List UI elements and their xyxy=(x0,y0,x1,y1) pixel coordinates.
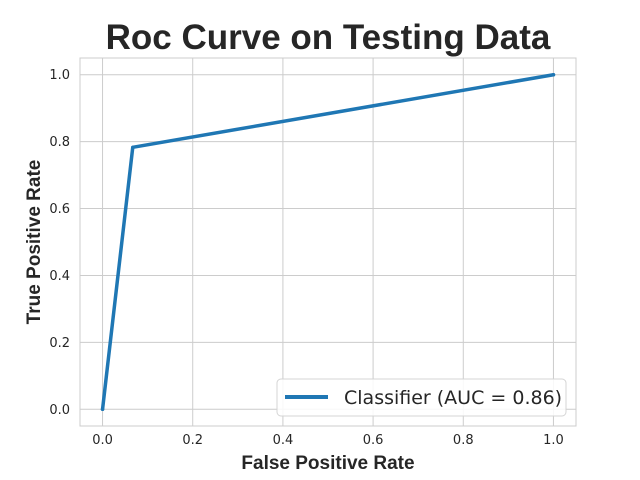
legend-entry-label: Classifier (AUC = 0.86) xyxy=(344,387,562,409)
x-tick-label: 0.8 xyxy=(453,433,474,448)
x-tick-label: 0.2 xyxy=(182,433,203,448)
x-tick-label: 0.6 xyxy=(363,433,384,448)
roc-curve-point xyxy=(100,407,105,412)
roc-curve-point xyxy=(131,145,135,150)
x-tick-label: 1.0 xyxy=(543,433,564,448)
series-layer xyxy=(100,72,556,412)
legend-box xyxy=(276,378,567,417)
plot-area xyxy=(79,57,577,427)
x-tick-label: 0.4 xyxy=(273,433,294,448)
x-tick-label: 0.0 xyxy=(92,433,113,448)
legend: Classifier (AUC = 0.86) xyxy=(276,378,567,417)
y-axis-label: True Positive Rate xyxy=(24,160,45,325)
y-tick-label: 0.8 xyxy=(49,135,70,150)
y-tick-label: 1.0 xyxy=(49,68,70,83)
grid-layer xyxy=(80,58,576,426)
chart-title: Roc Curve on Testing Data xyxy=(106,18,551,57)
tick-labels: 0.0 0.2 0.4 0.6 0.8 1.0 0.0 0.2 0.4 0.6 0.8 1.0 xyxy=(49,68,563,448)
y-tick-label: 0.4 xyxy=(49,269,70,284)
roc-curve-point xyxy=(551,72,556,77)
y-tick-label: 0.2 xyxy=(49,336,70,351)
y-tick-label: 0.6 xyxy=(49,202,70,217)
y-tick-label: 0.0 xyxy=(49,403,70,418)
x-axis-label: False Positive Rate xyxy=(241,453,414,474)
